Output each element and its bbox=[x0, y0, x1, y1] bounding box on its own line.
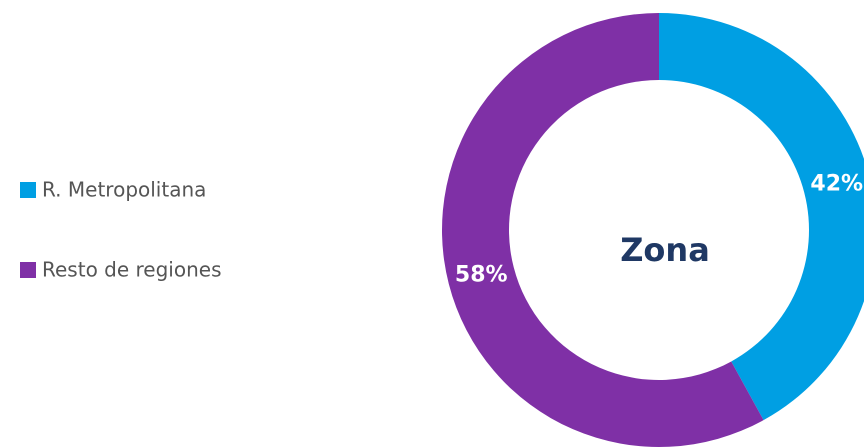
legend-label: Resto de regiones bbox=[42, 258, 222, 282]
legend-swatch bbox=[20, 182, 36, 198]
chart-title: Zona bbox=[620, 231, 710, 269]
legend-label: R. Metropolitana bbox=[42, 178, 206, 202]
donut-slice bbox=[659, 13, 864, 421]
donut-slice bbox=[441, 13, 764, 448]
legend-swatch bbox=[20, 262, 36, 278]
data-label: 42% bbox=[810, 171, 863, 196]
data-label: 58% bbox=[455, 263, 508, 288]
